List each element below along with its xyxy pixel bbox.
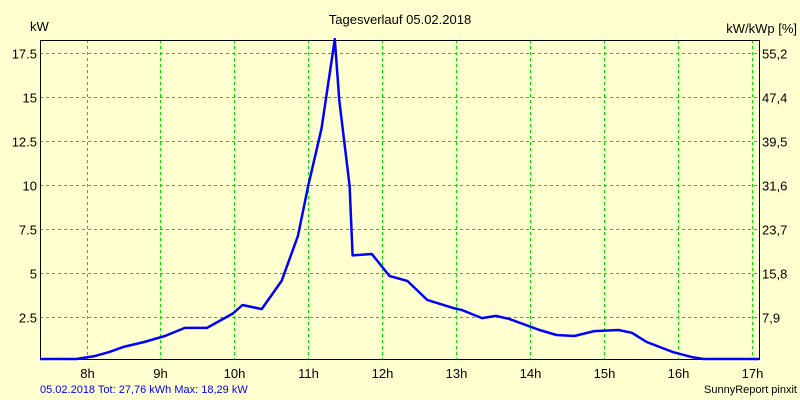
x-tick-label: 17h (742, 366, 764, 381)
x-tick-label: 8h (80, 366, 94, 381)
y-tick-label: 17.5 (12, 47, 37, 62)
y-tick-label: 7.5 (19, 223, 37, 238)
x-tick-label: 15h (594, 366, 616, 381)
y-right-tick-label: 15,8 (762, 267, 787, 282)
y-axis-right-label: kW/kWp [%] (726, 21, 797, 36)
y-right-tick-label: 55,2 (762, 47, 787, 62)
y-right-tick-label: 31,6 (762, 179, 787, 194)
footer-summary: 05.02.2018 Tot: 27,76 kWh Max: 18,29 kW (40, 384, 248, 396)
y-axis-label: kW (30, 19, 50, 34)
x-tick-label: 14h (520, 366, 542, 381)
plot-frame (40, 40, 760, 360)
footer-brand: SunnyReport pinxit (704, 384, 797, 396)
x-tick-label: 12h (372, 366, 394, 381)
chart-title: Tagesverlauf 05.02.2018 (329, 12, 471, 27)
y-tick-label: 12.5 (12, 135, 37, 150)
y-tick-label: 2.5 (19, 311, 37, 326)
y-tick-label: 15 (23, 91, 37, 106)
y-right-tick-label: 7,9 (762, 311, 780, 326)
y-right-tick-label: 23,7 (762, 223, 787, 238)
y-right-tick-label: 39,5 (762, 135, 787, 150)
x-tick-label: 13h (446, 366, 468, 381)
y-tick-label: 5 (30, 267, 37, 282)
x-tick-label: 11h (298, 366, 319, 381)
x-tick-label: 9h (153, 366, 167, 381)
x-tick-label: 10h (224, 366, 246, 381)
y-right-tick-label: 47,4 (762, 91, 787, 106)
power-line (40, 37, 759, 361)
x-tick-label: 16h (668, 366, 690, 381)
y-tick-label: 10 (23, 179, 37, 194)
